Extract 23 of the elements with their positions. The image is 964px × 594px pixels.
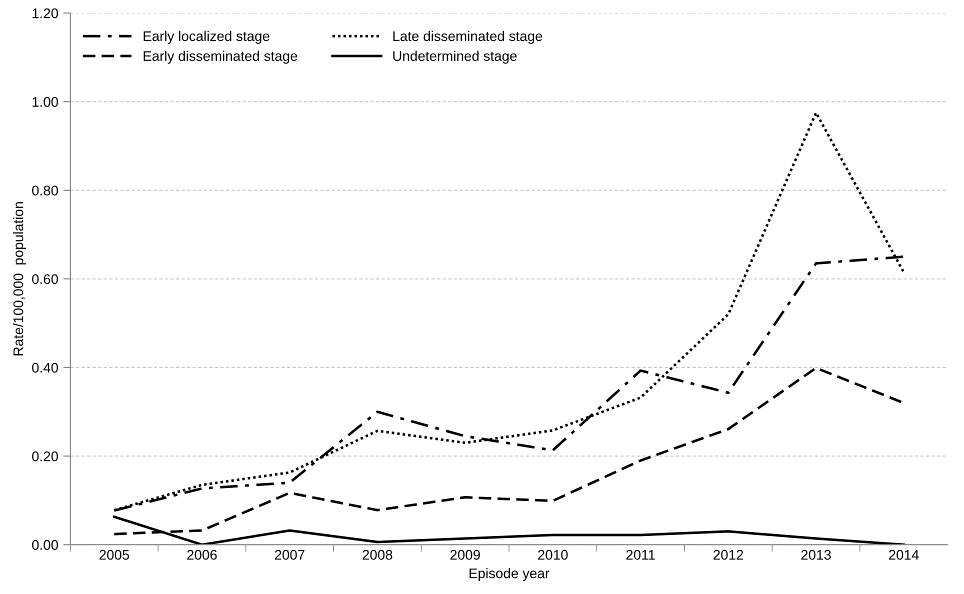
y-tick-label: 1.00 — [32, 97, 58, 107]
x-tick-label: 2013 — [801, 550, 831, 560]
x-axis-title: Episode year — [470, 568, 550, 582]
y-tick-label: 1.20 — [32, 8, 58, 18]
y-tick-label: 0.20 — [32, 451, 58, 462]
x-tick-label: 2008 — [362, 550, 392, 560]
legend-label: Early localized stage — [144, 30, 270, 44]
x-tick-label: 2009 — [450, 550, 480, 560]
y-tick-label: 0.60 — [32, 274, 58, 284]
x-tick-label: 2007 — [274, 550, 304, 560]
legend-label: Early disseminated stage — [144, 50, 298, 64]
legend-label: Undetermined stage — [393, 50, 517, 64]
y-tick-label: 0.80 — [32, 186, 58, 196]
x-tick-label: 2014 — [889, 550, 919, 560]
legend-label: Late disseminated stage — [393, 30, 542, 44]
x-tick-label: 2005 — [99, 550, 130, 560]
x-tick-label: 2010 — [538, 550, 568, 560]
y-tick-label: 0.00 — [32, 540, 58, 550]
y-tick-label: 0.40 — [32, 362, 58, 373]
x-tick-label: 2012 — [714, 550, 744, 560]
x-tick-label: 2006 — [187, 550, 217, 560]
y-axis-title: Rate/100,000 population — [13, 202, 26, 356]
x-tick-label: 2011 — [626, 550, 655, 560]
